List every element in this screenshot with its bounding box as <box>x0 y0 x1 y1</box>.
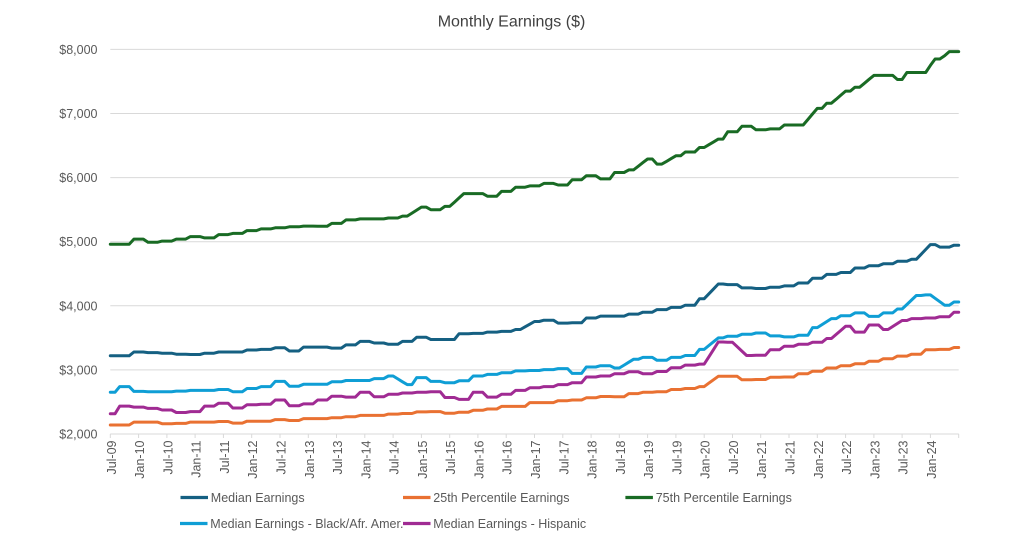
svg-text:Jan-15: Jan-15 <box>416 440 430 478</box>
svg-text:Jan-13: Jan-13 <box>303 440 317 478</box>
svg-text:Jul-14: Jul-14 <box>388 440 402 474</box>
svg-text:Jul-09: Jul-09 <box>105 440 119 474</box>
svg-text:Monthly Earnings ($): Monthly Earnings ($) <box>438 14 586 31</box>
svg-text:Jan-21: Jan-21 <box>755 440 769 478</box>
svg-text:Jul-12: Jul-12 <box>275 440 289 474</box>
svg-text:Jan-11: Jan-11 <box>190 440 204 477</box>
svg-text:Jul-20: Jul-20 <box>727 440 741 474</box>
svg-text:Jul-19: Jul-19 <box>670 440 684 474</box>
svg-text:Median Earnings - Black/Afr. A: Median Earnings - Black/Afr. Amer. <box>210 517 403 531</box>
svg-text:Jul-10: Jul-10 <box>161 440 175 474</box>
svg-text:Jul-15: Jul-15 <box>444 440 458 474</box>
svg-text:Median Earnings: Median Earnings <box>211 491 305 505</box>
svg-text:$3,000: $3,000 <box>59 363 97 377</box>
svg-text:Jan-23: Jan-23 <box>868 440 882 478</box>
svg-text:Jul-13: Jul-13 <box>331 440 345 474</box>
svg-text:Jul-18: Jul-18 <box>614 440 628 474</box>
svg-text:Jan-24: Jan-24 <box>925 440 939 478</box>
svg-text:Jul-21: Jul-21 <box>784 440 798 474</box>
svg-text:75th Percentile Earnings: 75th Percentile Earnings <box>656 491 792 505</box>
svg-text:Jan-10: Jan-10 <box>133 440 147 478</box>
svg-text:Jan-16: Jan-16 <box>472 440 486 478</box>
svg-text:$7,000: $7,000 <box>59 107 97 121</box>
svg-text:Median Earnings - Hispanic: Median Earnings - Hispanic <box>433 517 586 531</box>
svg-text:Jan-19: Jan-19 <box>642 440 656 478</box>
svg-text:$2,000: $2,000 <box>59 428 97 442</box>
svg-text:Jul-17: Jul-17 <box>557 440 571 474</box>
svg-text:Jan-20: Jan-20 <box>699 440 713 478</box>
svg-text:Jan-17: Jan-17 <box>529 440 543 478</box>
svg-text:Jul-11: Jul-11 <box>218 440 232 473</box>
svg-text:$6,000: $6,000 <box>59 171 97 185</box>
svg-text:$5,000: $5,000 <box>59 235 97 249</box>
svg-text:Jan-18: Jan-18 <box>586 440 600 478</box>
svg-text:Jul-22: Jul-22 <box>840 440 854 474</box>
svg-text:Jan-14: Jan-14 <box>359 440 373 478</box>
svg-text:Jul-16: Jul-16 <box>501 440 515 474</box>
svg-text:Jan-12: Jan-12 <box>246 440 260 478</box>
svg-text:25th Percentile Earnings: 25th Percentile Earnings <box>433 491 569 505</box>
svg-text:Jul-23: Jul-23 <box>897 440 911 474</box>
svg-text:$8,000: $8,000 <box>59 43 97 57</box>
svg-text:Jan-22: Jan-22 <box>812 440 826 478</box>
svg-text:$4,000: $4,000 <box>59 299 97 313</box>
